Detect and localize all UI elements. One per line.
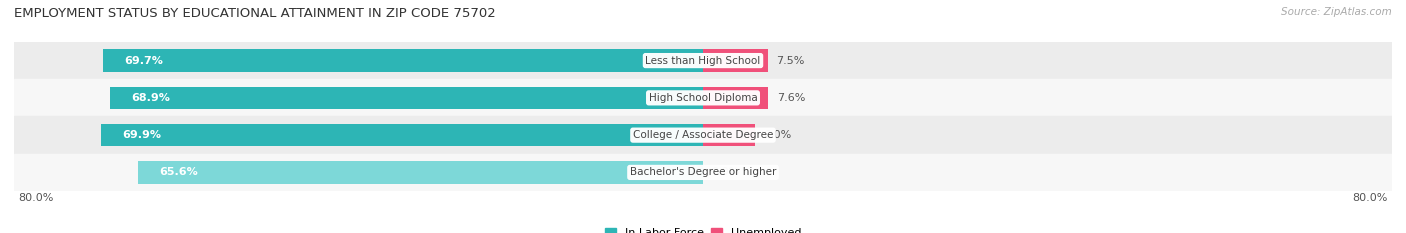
Bar [703,49,768,72]
Text: 69.9%: 69.9% [122,130,162,140]
Bar [103,49,703,72]
Bar [101,124,703,146]
Text: 7.5%: 7.5% [776,56,804,65]
Bar [110,87,703,109]
Bar [14,154,1392,191]
Text: Less than High School: Less than High School [645,56,761,65]
Text: 6.0%: 6.0% [763,130,792,140]
Text: 80.0%: 80.0% [18,193,53,203]
Bar [14,42,1392,79]
Text: High School Diploma: High School Diploma [648,93,758,103]
Text: 80.0%: 80.0% [1353,193,1388,203]
Bar [14,116,1392,154]
Text: 7.6%: 7.6% [778,93,806,103]
Legend: In Labor Force, Unemployed: In Labor Force, Unemployed [600,223,806,233]
Bar [138,161,703,184]
Text: 65.6%: 65.6% [160,168,198,177]
Text: 0.0%: 0.0% [711,168,740,177]
Text: EMPLOYMENT STATUS BY EDUCATIONAL ATTAINMENT IN ZIP CODE 75702: EMPLOYMENT STATUS BY EDUCATIONAL ATTAINM… [14,7,496,20]
Bar [703,124,755,146]
Bar [703,87,769,109]
Text: College / Associate Degree: College / Associate Degree [633,130,773,140]
Bar [14,79,1392,116]
Text: Source: ZipAtlas.com: Source: ZipAtlas.com [1281,7,1392,17]
Text: Bachelor's Degree or higher: Bachelor's Degree or higher [630,168,776,177]
Text: 69.7%: 69.7% [124,56,163,65]
Text: 68.9%: 68.9% [131,93,170,103]
